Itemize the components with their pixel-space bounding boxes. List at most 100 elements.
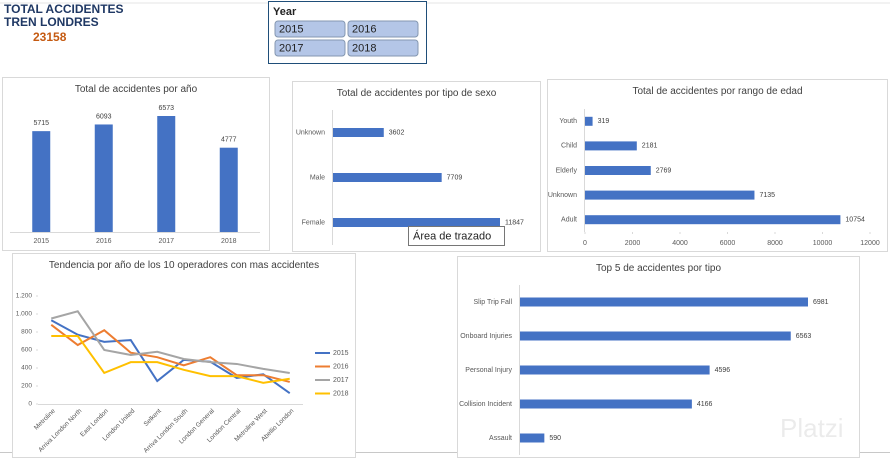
chart-title-box: Tendencia por año de los 10 operadores c… <box>48 260 320 271</box>
y-tick-label: Assault <box>489 435 512 442</box>
header-total: 23158 <box>33 30 67 44</box>
y-tick-label: Unknown <box>296 129 325 136</box>
x-tick-label: 2018 <box>221 238 237 245</box>
legend-label: 2015 <box>333 350 349 357</box>
chart-frame <box>12 253 356 458</box>
bar <box>520 297 808 307</box>
x-tick-label: 2016 <box>96 238 112 245</box>
y-tick-label: Female <box>302 219 325 226</box>
value-label: 7135 <box>759 192 775 199</box>
x-tick-label: 12000 <box>860 240 880 247</box>
chart: Total de accidentes por rango de edad 319… <box>547 79 888 252</box>
value-label: 2769 <box>656 167 672 174</box>
chart: Tendencia por año de los 10 operadores c… <box>12 253 356 458</box>
chart: Total de accidentes por tipo de sexo 3602… <box>292 81 541 252</box>
bar <box>585 141 637 151</box>
x-tick-label: 2015 <box>33 238 49 245</box>
value-label: 4596 <box>715 367 731 374</box>
value-label: 4166 <box>697 401 713 408</box>
chart: Total de accidentes por año 5715 2015 6093 2… <box>2 77 270 251</box>
header-subtitle: TREN LONDRES <box>4 15 99 29</box>
value-label: 2181 <box>642 143 658 150</box>
chart-title: Total de accidentes por año <box>74 84 198 95</box>
bar <box>94 124 113 232</box>
slicer-item-label: 2018 <box>352 42 376 54</box>
bar <box>585 190 755 200</box>
bar <box>219 147 238 232</box>
slicer-item[interactable] <box>274 20 346 38</box>
value-label: 590 <box>549 435 561 442</box>
x-tick-label: 0 <box>583 240 587 247</box>
value-label: 7709 <box>447 174 463 181</box>
legend-label: 2018 <box>333 390 349 397</box>
bar <box>333 128 384 137</box>
y-tick-label: Elderly <box>556 167 578 174</box>
header-title: TOTAL ACCIDENTES <box>4 2 124 16</box>
value-label: 6093 <box>96 113 112 120</box>
line-series <box>50 310 290 374</box>
chart-title-box: Top 5 de accidentes por tipo <box>595 263 722 274</box>
tooltip-text: Área de trazado <box>413 229 491 242</box>
value-label: 3602 <box>389 129 405 136</box>
value-label: 319 <box>598 118 610 125</box>
line-series <box>51 335 290 384</box>
value-label: 4777 <box>221 137 237 144</box>
chart-title: Total de accidentes por tipo de sexo <box>336 88 497 99</box>
bar <box>157 116 176 232</box>
chart-title: Tendencia por año de los 10 operadores c… <box>48 260 320 271</box>
y-tick-label: 0 <box>28 401 32 408</box>
value-label: 11847 <box>505 219 524 226</box>
y-tick-label: 600 <box>21 347 32 354</box>
slicer-title: Year <box>273 6 297 18</box>
chart-title-box: Total de accidentes por año <box>74 84 198 95</box>
bar <box>32 131 51 232</box>
x-tick-label: 6000 <box>720 240 736 247</box>
y-tick-label: 1.200 <box>16 293 33 300</box>
bar <box>585 166 651 175</box>
x-tick-label: 10000 <box>813 240 833 247</box>
value-label: 6563 <box>796 333 812 340</box>
slicer-item-label: 2015 <box>279 23 303 35</box>
y-tick-label: Unknown <box>548 192 577 199</box>
chart-title-box: Total de accidentes por tipo de sexo <box>336 88 497 99</box>
chart-title: Top 5 de accidentes por tipo <box>595 263 722 274</box>
bar <box>520 399 692 409</box>
x-tick-label: 8000 <box>767 240 783 247</box>
y-tick-label: Child <box>561 143 577 150</box>
legend-label: 2016 <box>333 363 349 370</box>
y-tick-label: Onboard Injuries <box>460 333 512 340</box>
legend-label: 2017 <box>333 377 349 384</box>
slicer-item[interactable] <box>274 39 346 57</box>
line-series <box>50 324 290 383</box>
chart-title-box: Total de accidentes por rango de edad <box>632 86 802 97</box>
x-tick-label: 4000 <box>672 240 688 247</box>
value-label: 6981 <box>813 299 829 306</box>
value-label: 5715 <box>33 120 49 127</box>
y-tick-label: Personal Injury <box>465 367 512 374</box>
chart-frame <box>457 256 860 458</box>
value-label: 6573 <box>158 105 174 112</box>
y-tick-label: 1.000 <box>16 311 33 318</box>
bar <box>333 218 500 227</box>
tooltip <box>408 226 505 246</box>
y-tick-label: Youth <box>559 118 577 125</box>
slicer-item-label: 2017 <box>279 42 303 54</box>
bar <box>520 331 791 341</box>
bar <box>333 173 442 182</box>
y-tick-label: 800 <box>21 329 32 336</box>
y-tick-label: Collision Incident <box>459 401 512 408</box>
bar <box>585 215 841 225</box>
y-tick-label: Slip Trip Fall <box>473 299 512 306</box>
slicer-item[interactable] <box>347 39 419 57</box>
y-tick-label: Adult <box>561 217 577 224</box>
x-tick-label: 2000 <box>625 240 641 247</box>
y-tick-label: 400 <box>21 365 32 372</box>
chart: Top 5 de accidentes por tipo 6981 Slip Tri… <box>457 256 860 458</box>
x-tick-label: 2017 <box>158 238 174 245</box>
slicer-item[interactable] <box>347 20 419 38</box>
y-tick-label: Male <box>310 174 325 181</box>
bar <box>585 116 593 126</box>
bar <box>520 433 545 443</box>
